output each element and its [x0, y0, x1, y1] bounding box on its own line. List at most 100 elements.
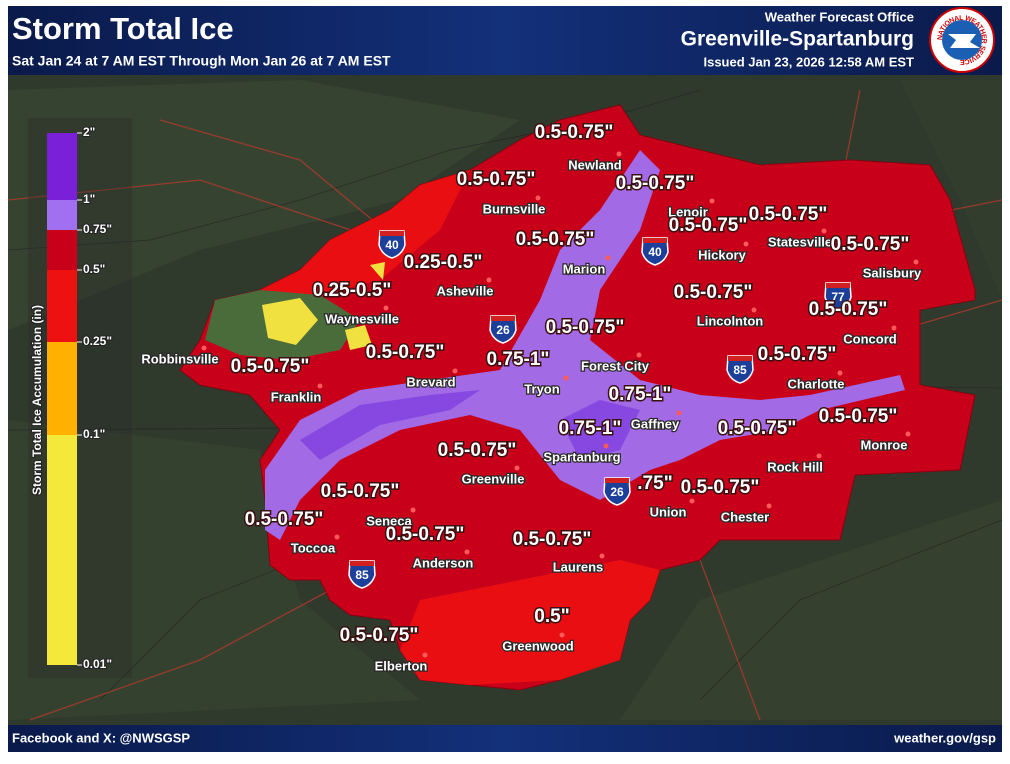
shield-shape: [348, 560, 376, 589]
city-label: Newland: [568, 157, 622, 172]
city-label: Lincolnton: [697, 313, 763, 328]
header-bar: [8, 6, 1002, 75]
terrain: [8, 80, 1002, 720]
ice-purple-band: [265, 150, 905, 540]
city-label: Robbinsville: [141, 351, 218, 366]
ice-amount-label: 0.5-0.75": [674, 282, 753, 303]
city-label: Marion: [563, 261, 606, 276]
city-label: Franklin: [271, 389, 322, 404]
legend-tick-label: 1": [83, 192, 95, 206]
ice-yellow-area: [262, 262, 385, 350]
city-label: Anderson: [413, 555, 474, 570]
city-label: Concord: [843, 331, 897, 346]
city-dot: [891, 325, 897, 331]
legend-swatch: [47, 435, 77, 665]
legend: Storm Total Ice Accumulation (in) 2" 1" 0.…: [28, 118, 132, 678]
shield-shape: [603, 477, 631, 506]
ice-amount-label: 0.5-0.75": [340, 625, 419, 646]
city-label: Hickory: [698, 247, 746, 262]
ice-amount-label: 0.5-0.75": [758, 344, 837, 365]
city-dot: [913, 259, 919, 265]
shield-top: [491, 316, 515, 321]
city-dot: [616, 151, 622, 157]
city-label: Salisbury: [863, 265, 922, 280]
legend-title: Storm Total Ice Accumulation (in): [30, 305, 44, 495]
city-label: Lenoir: [668, 204, 708, 219]
ice-amount-label: 0.5-0.75": [535, 122, 614, 143]
city-dot: [766, 503, 772, 509]
city-label: Toccoa: [291, 540, 336, 555]
ice-amount-label: 0.5-0.75": [831, 234, 910, 255]
interstate-shield: 26: [489, 315, 517, 344]
footer-social: Facebook and X: @NWSGSP: [12, 730, 190, 745]
city-dot: [816, 453, 822, 459]
map-title: Storm Total Ice: [12, 11, 234, 46]
shield-number: 40: [385, 238, 399, 252]
legend-tick-label: 0.5": [83, 262, 105, 276]
city-label: Laurens: [553, 559, 604, 574]
interstate-shield: 77: [824, 282, 852, 311]
city-dot: [821, 228, 827, 234]
ice-amount-label: 0.25-0.5": [313, 280, 392, 301]
issued-time: Issued Jan 23, 2026 12:58 AM EST: [703, 54, 914, 69]
ice-amount-label: 0.75-1": [559, 418, 622, 439]
city-dot: [559, 632, 565, 638]
ice-amount-label: 0.5-0.75": [616, 173, 695, 194]
shield-shape: [378, 230, 406, 259]
city-label: Rock Hill: [767, 459, 823, 474]
city-label: Asheville: [436, 283, 493, 298]
city-dot: [422, 652, 428, 658]
city-dot: [751, 307, 757, 313]
shield-number: 77: [831, 290, 845, 304]
legend-tick-label: 0.75": [83, 222, 112, 236]
ice-amount-label: 0.5-0.75": [718, 418, 797, 439]
city-dot: [383, 305, 389, 311]
city-label: Brevard: [406, 374, 455, 389]
nws-logo: NATIONAL WEATHER SERVICE: [929, 7, 995, 73]
shield-top: [350, 561, 374, 566]
ice-amount-label: 0.5-0.75": [438, 440, 517, 461]
ice-amount-label: 0.5": [534, 606, 569, 627]
legend-swatch: [47, 230, 77, 270]
city-dot: [410, 507, 416, 513]
ice-amount-label: 0.5-0.75": [749, 204, 828, 225]
shield-number: 26: [610, 485, 624, 499]
footer-bar: [8, 725, 1002, 752]
ice-amount-label: 0.5-0.75": [231, 356, 310, 377]
ice-amount-label: 0.5-0.75": [516, 229, 595, 250]
city-dot: [452, 368, 458, 374]
city-dot: [689, 498, 695, 504]
shield-number: 40: [648, 245, 662, 259]
city-dot: [535, 195, 541, 201]
interstate-shield: 85: [726, 355, 754, 384]
city-dot: [599, 553, 605, 559]
legend-swatch: [47, 133, 77, 200]
shield-shape: [489, 315, 517, 344]
city-label: Union: [650, 504, 687, 519]
interstate-shield: 85: [348, 560, 376, 589]
city-dot: [317, 383, 323, 389]
city-label: Seneca: [366, 513, 412, 528]
city-label: Greenville: [462, 471, 525, 486]
shield-shape: [641, 237, 669, 266]
shield-shape: [726, 355, 754, 384]
shield-top: [643, 238, 667, 243]
city-label: Statesville: [768, 234, 832, 249]
city-dot: [743, 241, 749, 247]
city-dot: [676, 410, 682, 416]
ice-amount-label: 0.5-0.75": [809, 299, 888, 320]
legend-tick-label: 0.1": [83, 427, 105, 441]
city-label: Forest City: [581, 358, 650, 373]
city-label: Greenwood: [502, 638, 574, 653]
ice-amount-label: 0.5-0.75": [386, 524, 465, 545]
city-dot: [905, 431, 911, 437]
city-label: Elberton: [375, 658, 428, 673]
city-dot: [605, 255, 611, 261]
city-label: Chester: [721, 509, 769, 524]
legend-swatch: [47, 342, 77, 435]
shield-top: [728, 356, 752, 361]
city-label: Monroe: [861, 437, 908, 452]
legend-panel: [28, 118, 132, 678]
ice-amount-label: .75": [637, 473, 672, 494]
city-dot: [201, 345, 207, 351]
